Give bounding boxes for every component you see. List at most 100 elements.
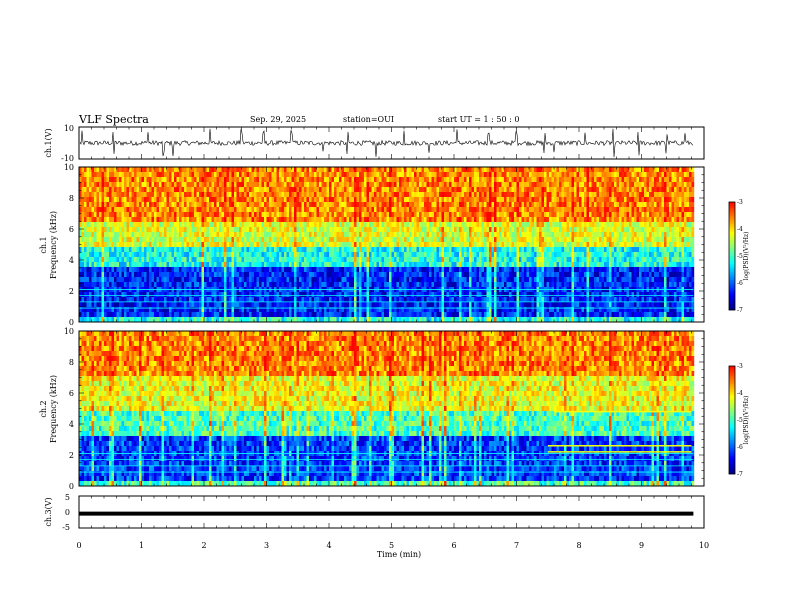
spectrogram-cell (116, 232, 120, 238)
spectrogram-cell (361, 232, 365, 238)
spectrogram-cell (399, 182, 402, 188)
spectrogram-cell (116, 167, 120, 173)
spectrogram-cell (259, 257, 262, 263)
spectrogram-cell (401, 317, 405, 323)
spectrogram-cell (349, 237, 352, 243)
spectrogram-cell (129, 317, 132, 323)
spectrogram-cell (181, 167, 185, 173)
spectrogram-cell (141, 262, 145, 268)
spectrogram-cell (344, 237, 347, 243)
spectrogram-cell (246, 247, 250, 253)
spectrogram-cell (101, 242, 105, 248)
spectrogram-cell (251, 167, 255, 173)
spectrogram-cell (439, 227, 442, 233)
spectrogram-cell (274, 282, 277, 288)
spectrogram-cell (204, 197, 207, 203)
spectrogram-cell (369, 237, 372, 243)
spectrogram-cell (331, 242, 335, 248)
spectrogram-cell (346, 192, 350, 198)
spectrogram-cell (436, 227, 440, 233)
spectrogram-cell (409, 192, 412, 198)
spectrogram-cell (131, 182, 135, 188)
spectrogram-cell (364, 272, 367, 278)
spectrogram-cell (251, 212, 255, 218)
spectrogram-cell (209, 297, 212, 303)
spectrogram-cell (86, 282, 90, 288)
spectrogram-cell (314, 312, 317, 318)
spectrogram-cell (114, 302, 117, 308)
spectrogram-cell (199, 182, 202, 188)
spectrogram-cell (171, 257, 175, 263)
spectrogram-cell (266, 262, 270, 268)
spectrogram-cell (366, 217, 370, 223)
spectrogram-cell (129, 247, 132, 253)
spectrogram-cell (191, 267, 195, 273)
spectrogram-cell (384, 182, 387, 188)
spectrogram-cell (316, 192, 320, 198)
spectrogram-cell (471, 222, 475, 228)
spectrogram-cell (151, 237, 155, 243)
spectrogram-cell (136, 242, 140, 248)
spectrogram-cell (249, 262, 252, 268)
spectrogram-cell (336, 222, 340, 228)
spectrogram-cell (216, 272, 220, 278)
spectrogram-cell (386, 302, 390, 308)
spectrogram-cell (294, 302, 297, 308)
spectrogram-cell (346, 212, 350, 218)
spectrogram-cell (346, 187, 350, 193)
spectrogram-cell (451, 272, 455, 278)
spectrogram-cell (344, 172, 347, 178)
spectrogram-cell (141, 212, 145, 218)
spectrogram-cell (226, 237, 230, 243)
spectrogram-cell (419, 207, 422, 213)
spectrogram-cell (181, 202, 185, 208)
spectrogram-cell (336, 257, 340, 263)
spectrogram-cell (211, 272, 215, 278)
spectrogram-cell (149, 267, 152, 273)
spectrogram-cell (274, 232, 277, 238)
spectrogram-cell (176, 267, 180, 273)
spectrogram-cell (126, 192, 130, 198)
spectrogram-cell (436, 262, 440, 268)
spectrogram-cell (304, 307, 307, 313)
spectrogram-cell (374, 212, 377, 218)
spectrogram-cell (146, 187, 150, 193)
spectrogram-cell (284, 237, 287, 243)
spectrogram-cell (464, 232, 467, 238)
spectrogram-cell (146, 177, 150, 183)
spectrogram-cell (296, 197, 300, 203)
spectrogram-cell (469, 312, 472, 318)
spectrogram-cell (376, 317, 380, 323)
spectrogram-cell (324, 277, 327, 283)
spectrogram-cell (456, 172, 460, 178)
spectrogram-cell (269, 222, 272, 228)
spectrogram-cell (221, 237, 225, 243)
spectrogram-cell (361, 312, 365, 318)
spectrogram-cell (104, 252, 107, 258)
spectrogram-cell (156, 292, 160, 298)
spectrogram-cell (414, 302, 417, 308)
spectrogram-cell (201, 177, 205, 183)
spectrogram-cell (446, 267, 450, 273)
spectrogram-cell (241, 262, 245, 268)
spectrogram-cell (284, 297, 287, 303)
spectrogram-cell (286, 237, 290, 243)
spectrogram-cell (439, 187, 442, 193)
spectrogram-cell (376, 252, 380, 258)
spectrogram-cell (211, 172, 215, 178)
spectrogram-cell (161, 217, 165, 223)
spectrogram-cell (111, 177, 115, 183)
spectrogram-cell (156, 192, 160, 198)
spectrogram-cell (411, 277, 415, 283)
spectrogram-cell (464, 262, 467, 268)
spectrogram-cell (146, 182, 150, 188)
spectrogram-cell (416, 292, 420, 298)
spectrogram-cell (421, 267, 425, 273)
spectrogram-cell (386, 297, 390, 303)
spectrogram-cell (231, 242, 235, 248)
spectrogram-cell (224, 172, 227, 178)
spectrogram-cell (194, 252, 197, 258)
spectrogram-cell (444, 252, 447, 258)
spectrogram-cell (211, 292, 215, 298)
spectrogram-cell (434, 222, 437, 228)
